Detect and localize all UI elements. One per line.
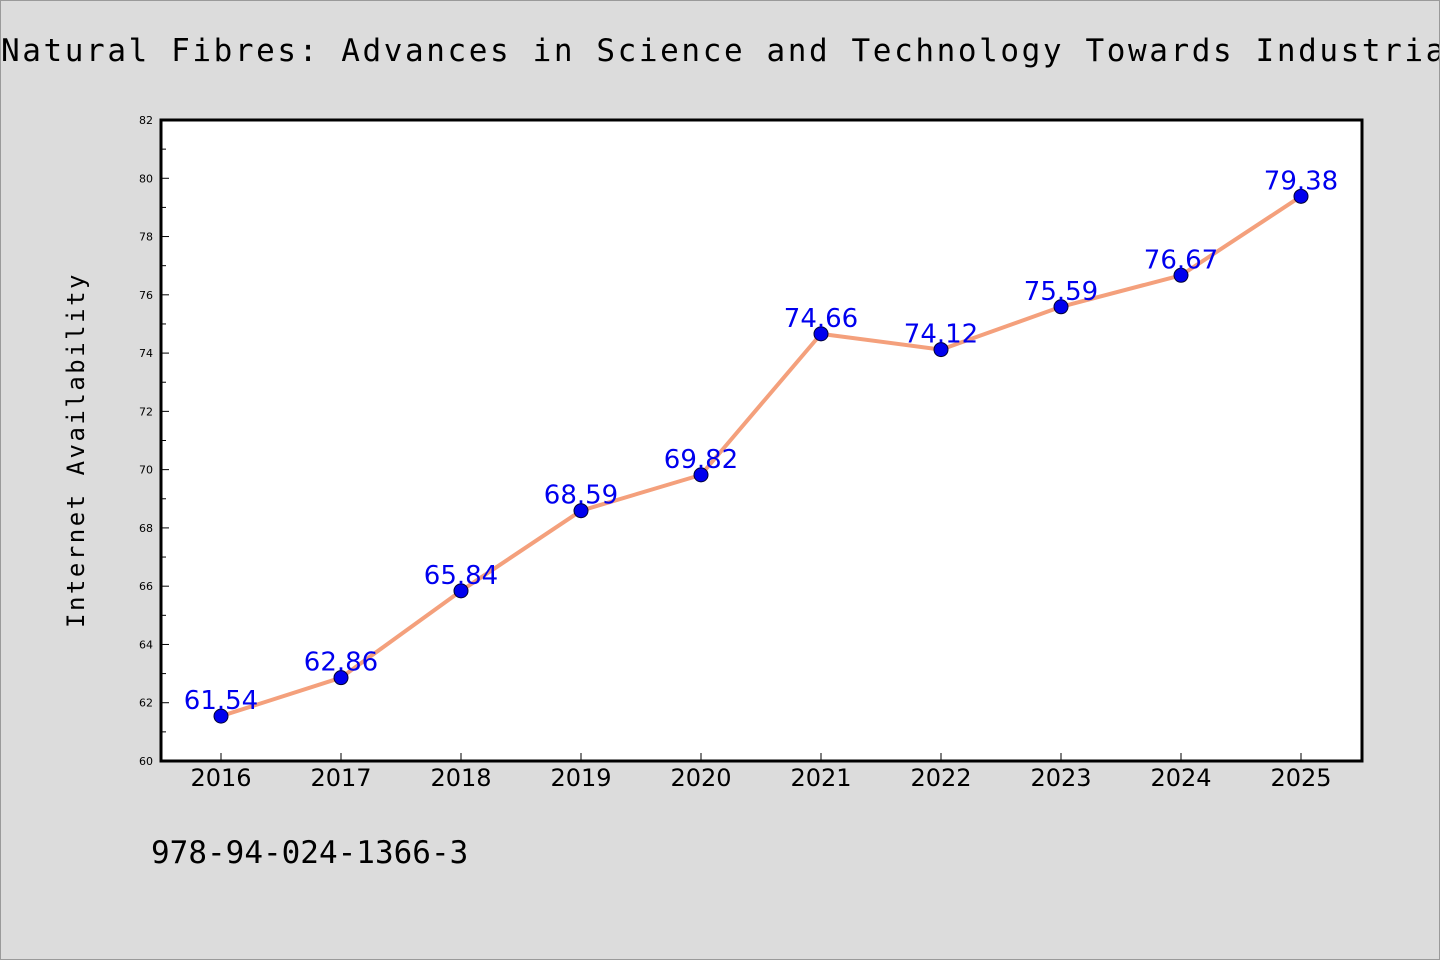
- data-label: 65.84: [424, 561, 498, 591]
- isbn-caption: 978-94-024-1366-3: [151, 835, 469, 871]
- data-point: [573, 503, 589, 519]
- y-tick-label: 60: [139, 755, 153, 768]
- y-tick-label: 64: [139, 638, 153, 651]
- data-point: [813, 326, 829, 342]
- x-axis: 2016 2017 2018 2019 2020 2021 2022 2023 2024 2025: [190, 753, 1332, 792]
- series-line: [219, 194, 1303, 719]
- data-labels: 61.54 62.86 65.84 68.59 69.82 74.66 74.12 75.59…: [184, 166, 1338, 716]
- data-label: 62.86: [304, 648, 378, 678]
- data-point: [1173, 267, 1189, 283]
- data-point: [933, 342, 949, 358]
- x-tick-label: 2022: [910, 764, 971, 792]
- data-point: [213, 708, 229, 724]
- x-tick-label: 2024: [1150, 764, 1211, 792]
- plot-area: [161, 120, 1362, 761]
- y-tick-label: 78: [139, 231, 153, 244]
- y-axis: 60 62 64 66 68 70 72 74 76 78 80 82: [139, 114, 169, 768]
- y-tick-label: 66: [139, 580, 153, 593]
- data-point: [453, 583, 469, 599]
- data-label: 61.54: [184, 686, 258, 716]
- x-tick-label: 2021: [790, 764, 851, 792]
- data-label: 76.67: [1144, 245, 1218, 275]
- x-tick-label: 2020: [670, 764, 731, 792]
- data-label: 79.38: [1264, 166, 1338, 196]
- data-points: [213, 188, 1309, 724]
- x-tick-label: 2019: [550, 764, 611, 792]
- data-label: 69.82: [664, 445, 738, 475]
- y-tick-label: 72: [139, 405, 153, 418]
- x-tick-label: 2016: [190, 764, 251, 792]
- data-point: [693, 467, 709, 483]
- x-tick-label: 2025: [1270, 764, 1331, 792]
- data-label: 68.59: [544, 481, 618, 511]
- y-tick-label: 80: [139, 172, 153, 185]
- data-label: 75.59: [1024, 277, 1098, 307]
- y-tick-label: 68: [139, 522, 153, 535]
- plot-frame: [159, 118, 1364, 763]
- data-label: 74.66: [784, 304, 858, 334]
- y-tick-label: 62: [139, 697, 153, 710]
- x-tick-label: 2017: [310, 764, 371, 792]
- data-point: [333, 670, 349, 686]
- chart-title: Natural Fibres: Advances in Science and …: [1, 33, 1439, 69]
- x-tick-label: 2018: [430, 764, 491, 792]
- y-tick-label: 76: [139, 289, 153, 302]
- y-tick-label: 82: [139, 114, 153, 127]
- data-label: 74.12: [904, 320, 978, 350]
- y-tick-label: 70: [139, 464, 153, 477]
- y-tick-label: 74: [139, 347, 153, 360]
- x-tick-label: 2023: [1030, 764, 1091, 792]
- data-point: [1053, 299, 1069, 315]
- data-point: [1293, 188, 1309, 204]
